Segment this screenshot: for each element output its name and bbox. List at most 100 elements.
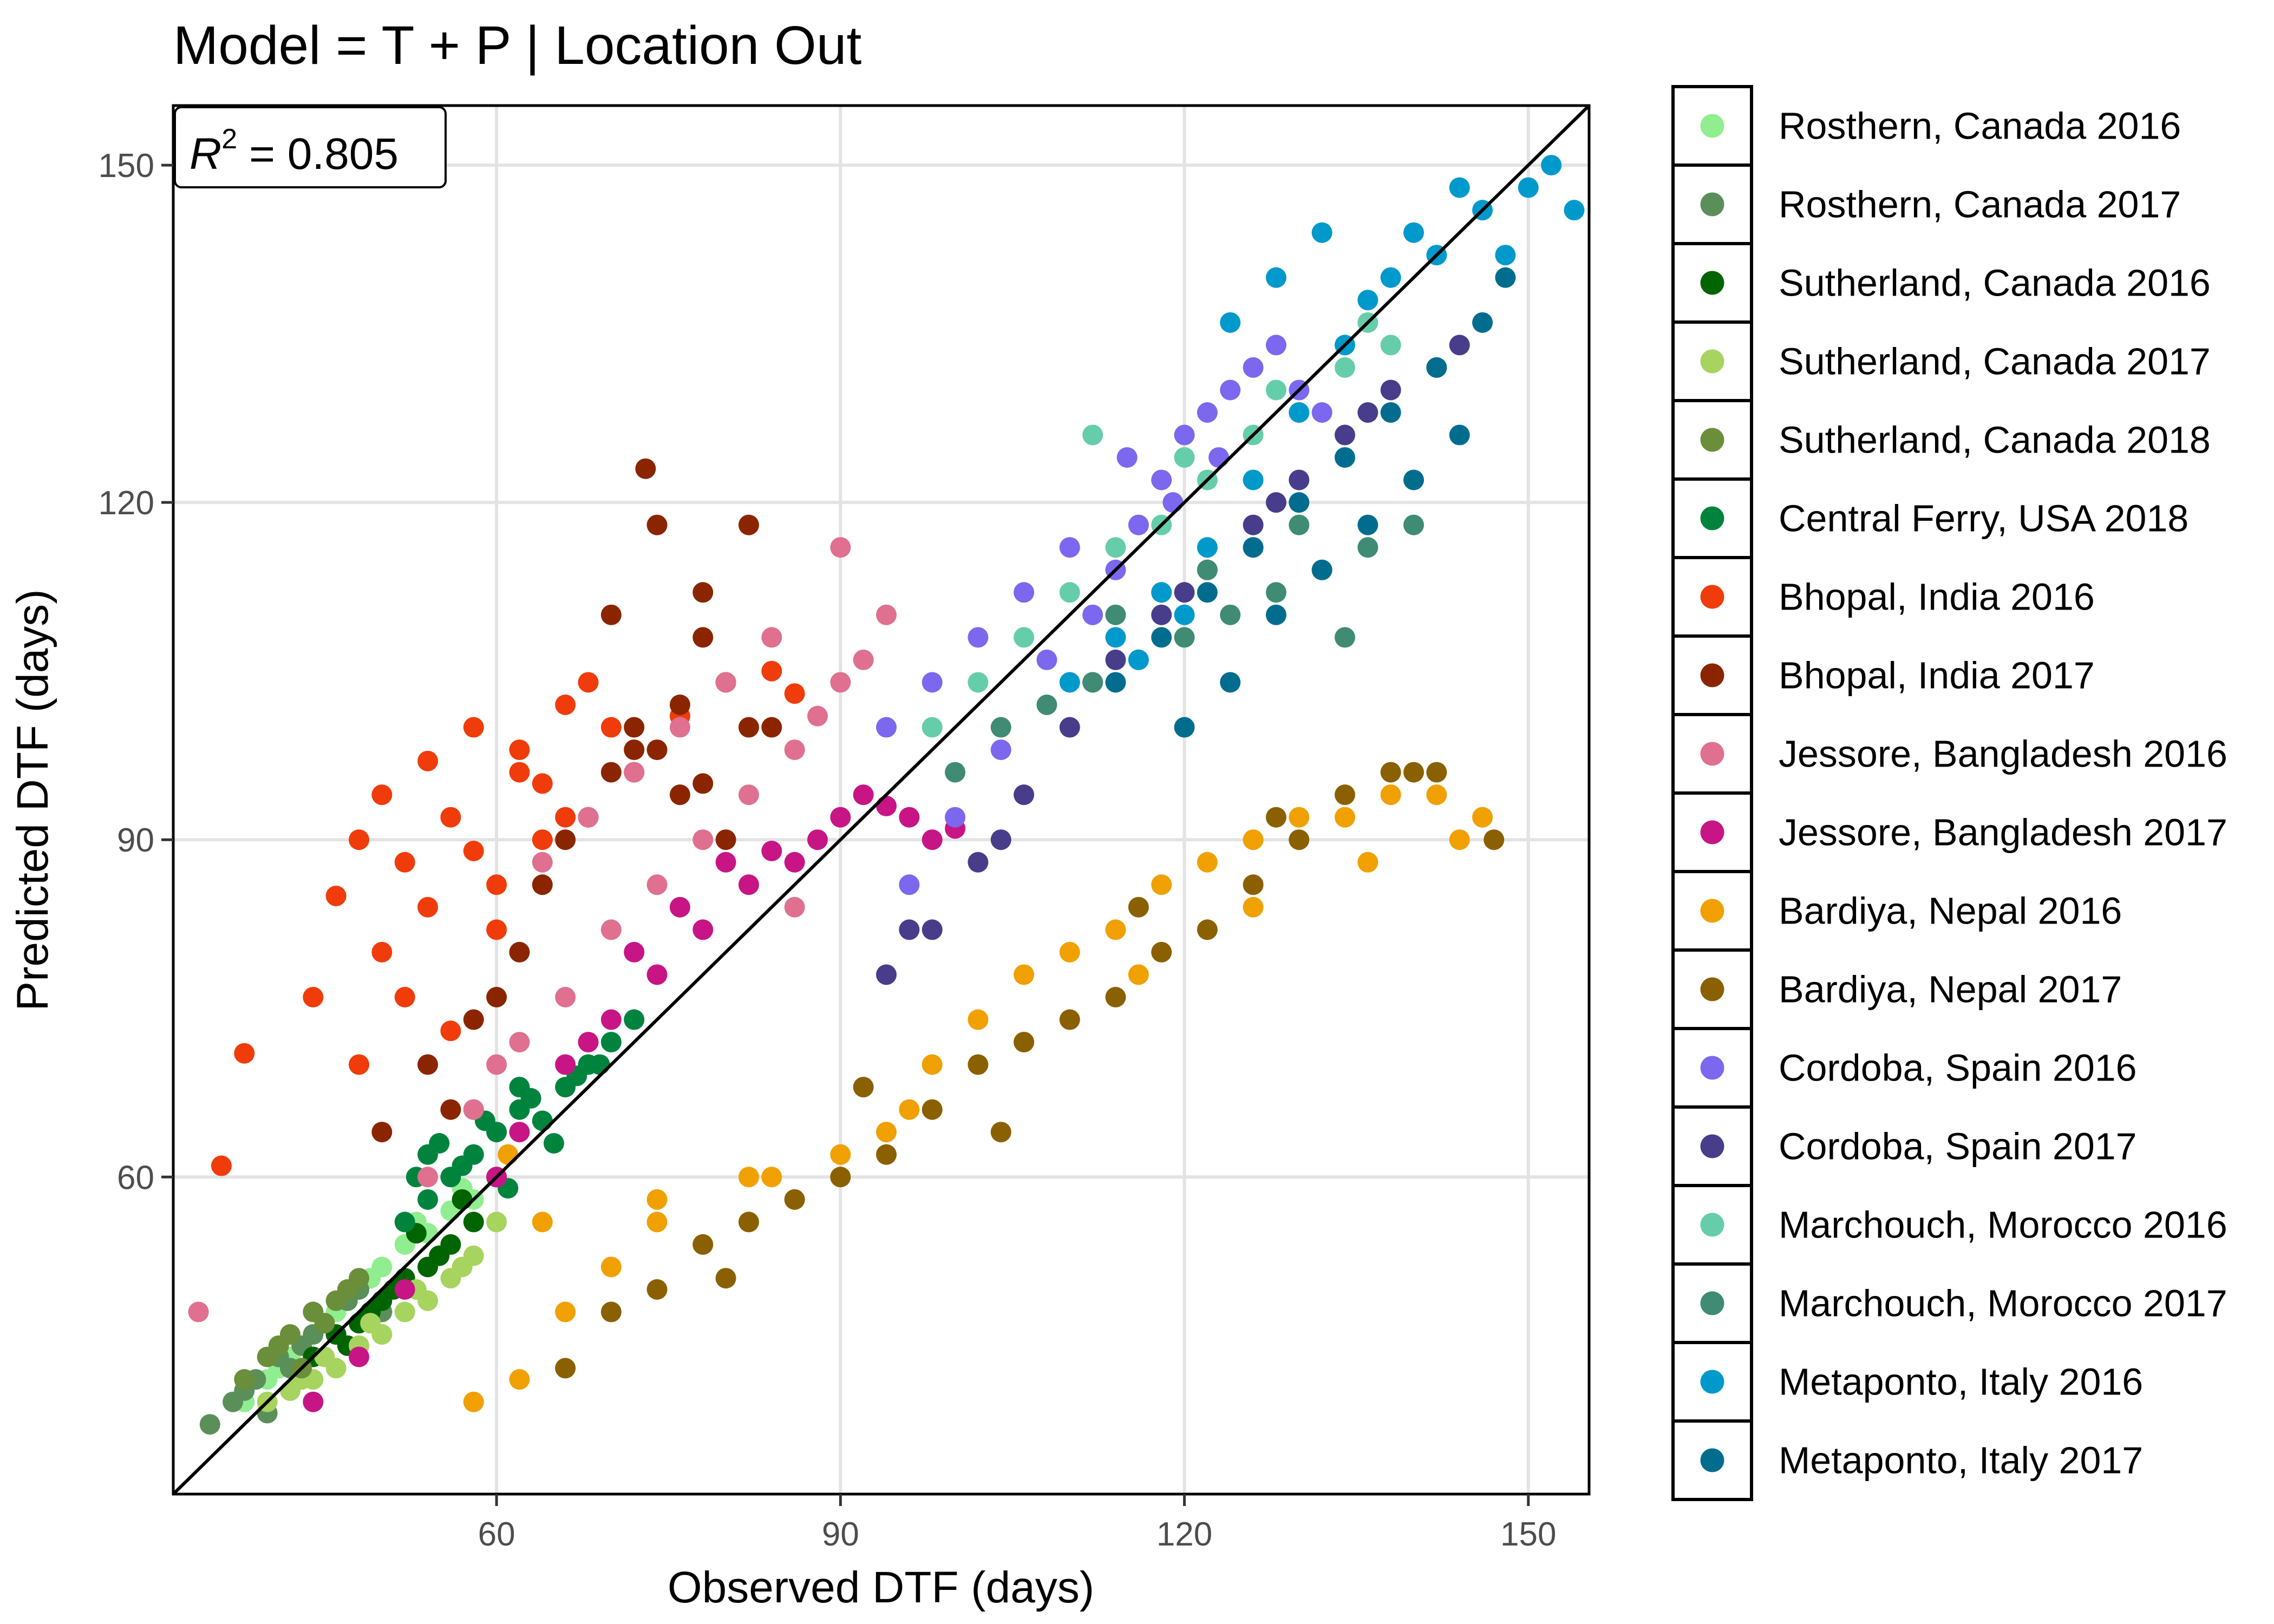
data-point	[1449, 424, 1470, 446]
data-point	[646, 964, 668, 985]
data-point	[1243, 537, 1264, 558]
data-point	[738, 1167, 759, 1188]
data-point	[1334, 784, 1355, 806]
y-tick-label: 60	[117, 1159, 154, 1196]
data-point	[1289, 829, 1310, 850]
data-point	[417, 1144, 439, 1165]
data-point	[555, 807, 576, 828]
data-point	[1380, 335, 1401, 356]
reference-line-layer	[172, 104, 1591, 1496]
data-point	[1036, 695, 1057, 715]
data-point	[922, 1054, 943, 1075]
data-point	[543, 1133, 564, 1154]
data-point	[830, 537, 851, 558]
data-point	[692, 627, 714, 648]
data-point	[1174, 424, 1195, 446]
data-point	[440, 1020, 461, 1042]
data-point	[1220, 604, 1241, 625]
r-squared-exponent: 2	[221, 123, 237, 155]
data-point	[635, 458, 656, 479]
data-point	[1105, 919, 1126, 940]
data-point	[990, 1122, 1011, 1143]
data-point	[876, 604, 897, 625]
data-point	[440, 807, 461, 828]
data-point	[555, 987, 576, 1007]
data-point	[1289, 492, 1310, 513]
data-point	[417, 1189, 439, 1210]
data-point	[1243, 469, 1264, 490]
data-point	[1380, 379, 1401, 401]
data-point	[807, 829, 828, 850]
y-tick-label: 150	[99, 147, 154, 185]
data-point	[429, 1245, 450, 1266]
data-point	[990, 739, 1011, 761]
data-point	[968, 672, 989, 693]
data-point	[1128, 896, 1149, 918]
data-point	[1082, 424, 1103, 446]
data-point	[1334, 447, 1355, 468]
data-point	[1357, 852, 1378, 873]
data-point	[761, 717, 782, 738]
data-point	[876, 1122, 897, 1143]
legend-swatch	[1700, 114, 1724, 138]
data-point	[1105, 627, 1126, 648]
identity-line	[172, 104, 1591, 1496]
legend-swatch	[1700, 271, 1724, 295]
data-point	[715, 672, 736, 693]
data-point	[349, 1346, 370, 1367]
data-point	[1243, 829, 1264, 850]
data-point	[1220, 312, 1241, 333]
series-group	[303, 784, 966, 1412]
data-point	[417, 1054, 439, 1075]
data-point	[1151, 582, 1172, 603]
data-point	[1105, 537, 1126, 558]
legend-swatch	[1700, 1448, 1724, 1472]
data-point	[1197, 402, 1218, 423]
r-squared-value: = 0.805	[249, 129, 398, 179]
data-point	[738, 717, 759, 738]
data-point	[555, 695, 576, 715]
data-point	[600, 1009, 622, 1030]
data-point	[1289, 469, 1310, 490]
data-point	[1403, 514, 1424, 535]
data-point	[1403, 469, 1424, 490]
data-point	[1174, 717, 1195, 738]
data-point	[1059, 537, 1080, 558]
data-point	[784, 896, 805, 918]
data-point	[1128, 514, 1149, 535]
data-point	[1105, 649, 1126, 670]
data-point	[1014, 784, 1035, 806]
data-point	[1197, 559, 1218, 580]
legend-swatch	[1700, 977, 1724, 1001]
chart-title: Model = T + P | Location Out	[173, 15, 861, 76]
legend-label: Jessore, Bangladesh 2017	[1779, 811, 2227, 854]
x-tick-label: 90	[822, 1516, 859, 1553]
data-point	[669, 695, 690, 715]
data-point	[555, 1301, 576, 1322]
data-point	[1128, 964, 1149, 985]
data-point	[1105, 672, 1126, 693]
data-point	[1174, 582, 1195, 603]
data-point	[922, 919, 943, 940]
data-point	[1495, 245, 1516, 266]
data-point	[1380, 762, 1401, 783]
data-point	[509, 739, 530, 761]
data-point	[899, 874, 920, 895]
data-point	[1243, 357, 1264, 378]
data-point	[1449, 829, 1470, 850]
data-point	[486, 987, 507, 1007]
data-point	[509, 1032, 530, 1053]
data-point	[715, 852, 736, 873]
data-point	[1220, 379, 1241, 401]
data-point	[578, 807, 599, 828]
data-point	[876, 717, 897, 738]
legend-swatch	[1700, 428, 1724, 452]
data-point	[555, 829, 576, 850]
data-point	[990, 829, 1011, 850]
data-point	[738, 784, 759, 806]
data-point	[692, 1234, 714, 1255]
data-point	[463, 1391, 484, 1412]
data-point	[463, 1212, 484, 1233]
data-point	[646, 514, 668, 535]
